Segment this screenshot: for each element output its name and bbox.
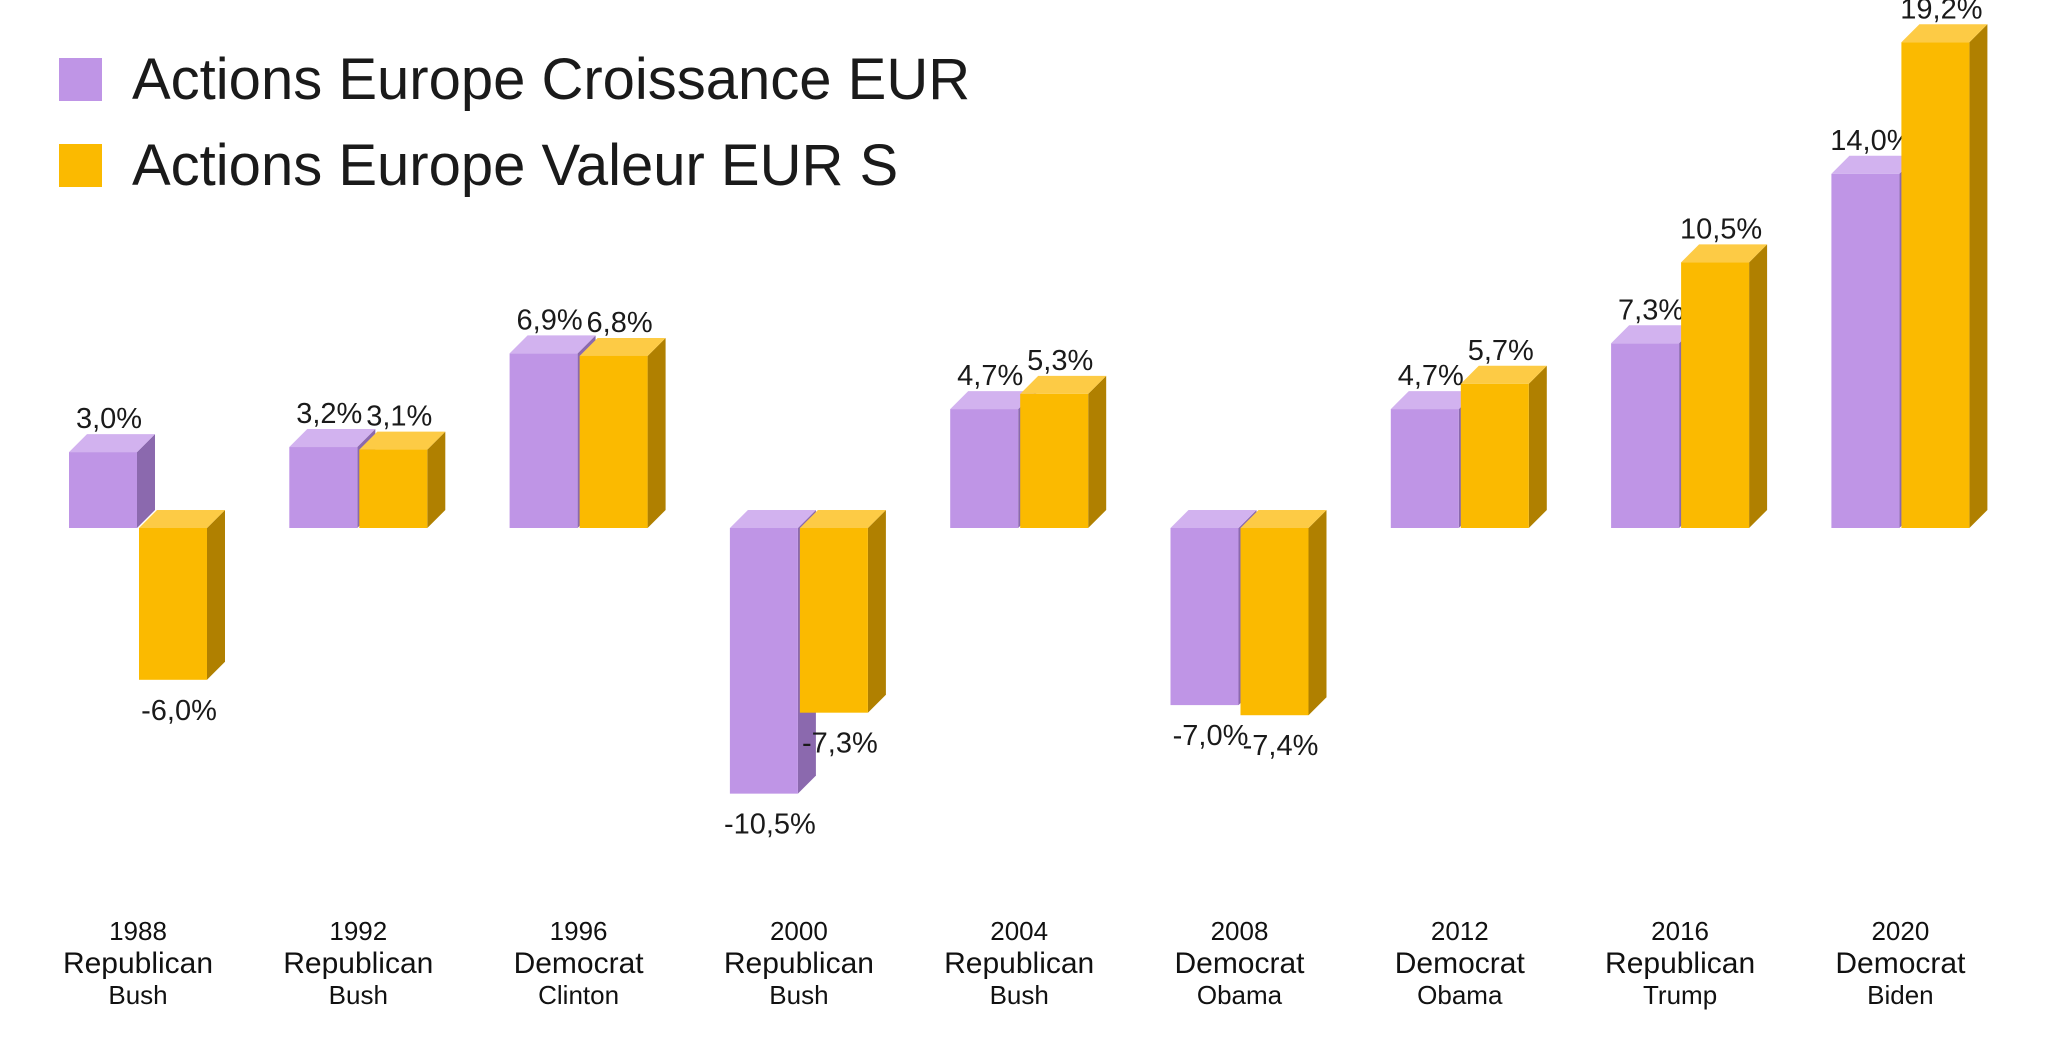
bar-1996-s0-top (509, 335, 596, 354)
bar-2004-s1-side (1088, 375, 1107, 528)
bar-1988-s1 (139, 528, 207, 680)
bar-1992-s1-top (359, 431, 446, 450)
bar-2000-s0 (729, 528, 798, 794)
x-tick-name-2020: Biden (1867, 980, 1934, 1010)
bar-1988-s1-top (139, 510, 225, 528)
bar-2016-s1-label: 10,5% (1680, 213, 1762, 245)
legend-item-valeur: Actions Europe Valeur EUR S (59, 132, 898, 199)
x-tick-year-1996: 1996 (550, 916, 608, 946)
x-tick-party-2012: Democrat (1395, 947, 1526, 980)
bar-2000-s1 (799, 528, 868, 713)
bar-1988-s0-label: 3,0% (76, 403, 142, 435)
bar-1988-s0-side (137, 434, 155, 528)
x-tick-name-1992: Bush (329, 980, 388, 1010)
bar-2008-s0-top (1170, 510, 1257, 528)
bar-1988-s1-side (207, 510, 225, 680)
x-tick-year-2000: 2000 (770, 916, 828, 946)
bar-2000-s1-side (867, 510, 886, 713)
legend-swatch-valeur (59, 144, 102, 187)
bar-1988-s1-label: -6,0% (141, 695, 217, 727)
bar-2004-s0-label: 4,7% (957, 360, 1023, 392)
bar-1996-s1-top (579, 337, 666, 356)
bar-2004-s1 (1020, 393, 1089, 528)
legend-swatch-croissance (59, 58, 102, 101)
bar-2016-s0 (1611, 343, 1680, 528)
x-tick-year-2008: 2008 (1211, 916, 1269, 946)
bar-2008-s1 (1240, 528, 1309, 716)
bar-2016-s1-top (1681, 244, 1768, 263)
x-tick-party-1988: Republican (63, 947, 213, 980)
bar-1996-s0-label: 6,9% (517, 304, 583, 336)
bar-1992-s1 (359, 449, 428, 528)
bar-2012-s1-side (1528, 365, 1547, 528)
x-tick-name-1996: Clinton (538, 980, 619, 1010)
x-tick-year-1988: 1988 (109, 916, 167, 946)
bar-2000-s0-label: -10,5% (724, 809, 816, 841)
bar-2016-s0-top (1611, 325, 1698, 344)
x-tick-party-1992: Republican (283, 947, 433, 980)
x-tick-party-2016: Republican (1605, 947, 1755, 980)
bar-2000-s0-top (729, 510, 816, 528)
bar-2020-s0-top (1831, 155, 1918, 174)
bar-1996-s1 (579, 355, 648, 528)
legend-item-croissance: Actions Europe Croissance EUR (59, 46, 970, 113)
bar-2020-s1-label: 19,2% (1900, 0, 1982, 25)
x-tick-party-2004: Republican (944, 947, 1094, 980)
bar-2004-s1-top (1020, 375, 1107, 394)
bar-2012-s0-label: 4,7% (1398, 360, 1464, 392)
bar-2012-s0-top (1390, 391, 1477, 410)
bar-2020-s1 (1901, 42, 1970, 529)
bar-2012-s1 (1460, 383, 1529, 528)
bar-2008-s0 (1170, 528, 1239, 706)
bar-1996-s1-label: 6,8% (587, 307, 653, 339)
bar-2004-s1-label: 5,3% (1027, 345, 1093, 377)
x-tick-year-2012: 2012 (1431, 916, 1489, 946)
bar-2016-s0-label: 7,3% (1618, 294, 1684, 326)
bar-2012-s1-top (1460, 365, 1547, 384)
bar-1996-s0 (509, 353, 578, 528)
x-tick-party-2008: Democrat (1174, 947, 1305, 980)
bar-2020-s0-label: 14,0% (1830, 125, 1912, 157)
x-tick-party-1996: Democrat (514, 947, 645, 980)
x-tick-party-2000: Republican (724, 947, 874, 980)
bar-2012-s0 (1390, 409, 1459, 528)
bar-2012-s1-label: 5,7% (1468, 335, 1534, 367)
bar-2008-s1-label: -7,4% (1243, 730, 1319, 762)
bar-2004-s0 (950, 409, 1019, 528)
bar-1992-s0-label: 3,2% (296, 398, 362, 430)
x-tick-name-2004: Bush (990, 980, 1049, 1010)
x-tick-name-2008: Obama (1197, 980, 1283, 1010)
bar-1992-s1-label: 3,1% (366, 401, 432, 433)
bar-2008-s1-side (1308, 510, 1327, 716)
bar-2020-s1-top (1901, 24, 1988, 43)
bar-2016-s1-side (1749, 244, 1768, 528)
x-tick-party-2020: Democrat (1835, 947, 1966, 980)
x-tick-name-2000: Bush (769, 980, 828, 1010)
bar-1988-s0-top (69, 434, 155, 453)
bar-2020-s0 (1831, 173, 1900, 529)
bar-2008-s0-label: -7,0% (1173, 720, 1249, 752)
bar-2016-s1 (1681, 262, 1750, 528)
bar-2000-s1-top (799, 510, 886, 528)
x-tick-year-1992: 1992 (329, 916, 387, 946)
bar-2008-s1-top (1240, 510, 1327, 528)
x-tick-year-2016: 2016 (1651, 916, 1709, 946)
bar-2004-s0-top (950, 391, 1037, 410)
bar-2020-s1-side (1969, 24, 1988, 529)
bar-1992-s0 (289, 447, 358, 528)
x-tick-name-1988: Bush (108, 980, 167, 1010)
x-tick-year-2004: 2004 (990, 916, 1048, 946)
x-tick-name-2012: Obama (1417, 980, 1503, 1010)
bar-1992-s1-side (427, 431, 446, 528)
x-tick-year-2020: 2020 (1871, 916, 1929, 946)
bar-1996-s1-side (647, 337, 666, 528)
x-tick-name-2016: Trump (1643, 980, 1717, 1010)
legend-label-croissance: Actions Europe Croissance EUR (132, 47, 971, 112)
bar-2000-s1-label: -7,3% (802, 728, 878, 760)
bar-1988-s0 (69, 452, 137, 528)
bar-1992-s0-top (289, 429, 376, 448)
legend-label-valeur: Actions Europe Valeur EUR S (132, 133, 899, 198)
